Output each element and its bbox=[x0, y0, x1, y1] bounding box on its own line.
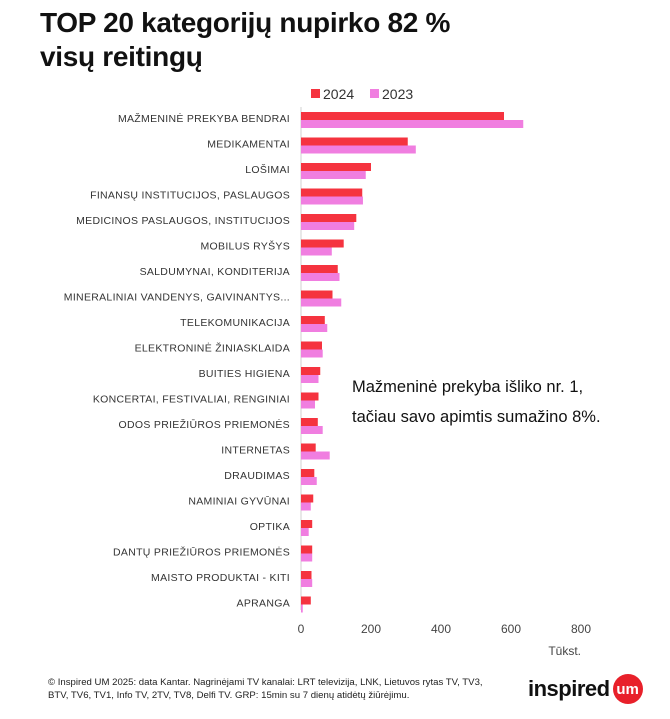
x-tick-label: 800 bbox=[571, 622, 591, 636]
bar-2023 bbox=[301, 247, 332, 256]
legend-label-2024: 2024 bbox=[323, 86, 354, 102]
bar-2023 bbox=[301, 375, 319, 383]
category-label: ODOS PRIEŽIŪROS PRIEMONĖS bbox=[119, 418, 290, 431]
x-tick-label: 200 bbox=[361, 622, 381, 636]
bar-2024 bbox=[301, 239, 344, 248]
bar-2024 bbox=[301, 494, 314, 503]
bar-2023 bbox=[301, 196, 363, 205]
bar-2023 bbox=[301, 273, 340, 281]
logo-wordmark: inspired bbox=[528, 676, 610, 701]
legend-swatch-2024 bbox=[311, 89, 320, 98]
category-label: DRAUDIMAS bbox=[224, 470, 290, 482]
category-label: SALDUMYNAI, KONDITERIJA bbox=[140, 266, 290, 278]
footer-note: © Inspired UM 2025: data Kantar. Nagrinė… bbox=[48, 677, 483, 701]
category-label: MOBILUS RYŠYS bbox=[201, 240, 290, 253]
category-label: KONCERTAI, FESTIVALIAI, RENGINIAI bbox=[93, 394, 290, 406]
bar-2023 bbox=[301, 222, 355, 230]
annotation-line-1: Mažmeninė prekyba išliko nr. 1, bbox=[352, 378, 584, 396]
bar-2024 bbox=[301, 571, 312, 579]
category-label: DANTŲ PRIEŽIŪROS PRIEMONĖS bbox=[113, 546, 290, 559]
category-label: MAŽMENINĖ PREKYBA BENDRAI bbox=[118, 112, 290, 125]
bar-2023 bbox=[301, 145, 416, 154]
bar-2024 bbox=[301, 112, 504, 120]
bar-2024 bbox=[301, 316, 325, 324]
bar-2024 bbox=[301, 137, 408, 146]
bar-2023 bbox=[301, 298, 342, 307]
legend-swatch-2023 bbox=[370, 89, 379, 98]
bar-2024 bbox=[301, 214, 357, 222]
chart-annotation: Mažmeninė prekyba išliko nr. 1, tačiau s… bbox=[352, 372, 652, 432]
bar-2023 bbox=[301, 426, 323, 434]
bar-2023 bbox=[301, 451, 330, 460]
bar-2024 bbox=[301, 520, 313, 528]
title-line-1: TOP 20 kategorijų nupirko 82 % bbox=[40, 7, 451, 38]
category-label: MAISTO PRODUKTAI - KITI bbox=[151, 572, 290, 584]
bar-2024 bbox=[301, 545, 313, 554]
bar-2024 bbox=[301, 341, 322, 350]
category-label: BUITIES HIGIENA bbox=[199, 368, 290, 380]
bar-2024 bbox=[301, 392, 319, 401]
chart-title: TOP 20 kategorijų nupirko 82 % visų reit… bbox=[40, 6, 640, 74]
bar-2023 bbox=[301, 120, 524, 128]
category-label: MEDICINOS PASLAUGOS, INSTITUCIJOS bbox=[76, 215, 290, 227]
bar-2023 bbox=[301, 400, 315, 409]
bar-2023 bbox=[301, 553, 313, 562]
bar-2023 bbox=[301, 502, 311, 511]
category-label: TELEKOMUNIKACIJA bbox=[180, 317, 290, 329]
category-label: OPTIKA bbox=[250, 521, 290, 533]
category-label: FINANSŲ INSTITUCIJOS, PASLAUGOS bbox=[90, 190, 290, 202]
category-label: ELEKTRONINĖ ŽINIASKLAIDA bbox=[135, 342, 290, 355]
category-label: INTERNETAS bbox=[221, 445, 290, 457]
bar-2023 bbox=[301, 477, 317, 485]
bar-2024 bbox=[301, 163, 371, 171]
legend-label-2023: 2023 bbox=[382, 86, 413, 102]
bar-2024 bbox=[301, 265, 338, 273]
x-tick-label: 600 bbox=[501, 622, 521, 636]
category-label: NAMINIAI GYVŪNAI bbox=[188, 496, 290, 508]
x-tick-label: 400 bbox=[431, 622, 451, 636]
x-axis-label: Tūkst. bbox=[548, 644, 581, 658]
bar-2024 bbox=[301, 367, 321, 375]
bar-2024 bbox=[301, 188, 363, 197]
title-line-2: visų reitingų bbox=[40, 41, 203, 72]
bar-2023 bbox=[301, 604, 303, 613]
bar-2024 bbox=[301, 469, 315, 477]
bar-2024 bbox=[301, 596, 311, 605]
x-tick-label: 0 bbox=[298, 622, 305, 636]
bar-2024 bbox=[301, 418, 318, 426]
category-label: APRANGA bbox=[237, 598, 290, 610]
bar-2023 bbox=[301, 349, 323, 358]
inspired-um-logo: inspired um bbox=[528, 672, 643, 706]
category-label: MEDIKAMENTAI bbox=[207, 139, 290, 151]
bar-2023 bbox=[301, 171, 366, 179]
bar-2023 bbox=[301, 324, 328, 332]
bar-2024 bbox=[301, 443, 316, 452]
annotation-line-2: tačiau savo apimtis sumažino 8%. bbox=[352, 408, 601, 426]
category-label: LOŠIMAI bbox=[245, 163, 290, 176]
bar-2023 bbox=[301, 528, 309, 536]
bar-2024 bbox=[301, 290, 333, 299]
bar-2023 bbox=[301, 579, 313, 587]
category-label: MINERALINIAI VANDENYS, GAIVINANTYS... bbox=[64, 292, 290, 304]
logo-badge-icon: um bbox=[612, 674, 643, 704]
